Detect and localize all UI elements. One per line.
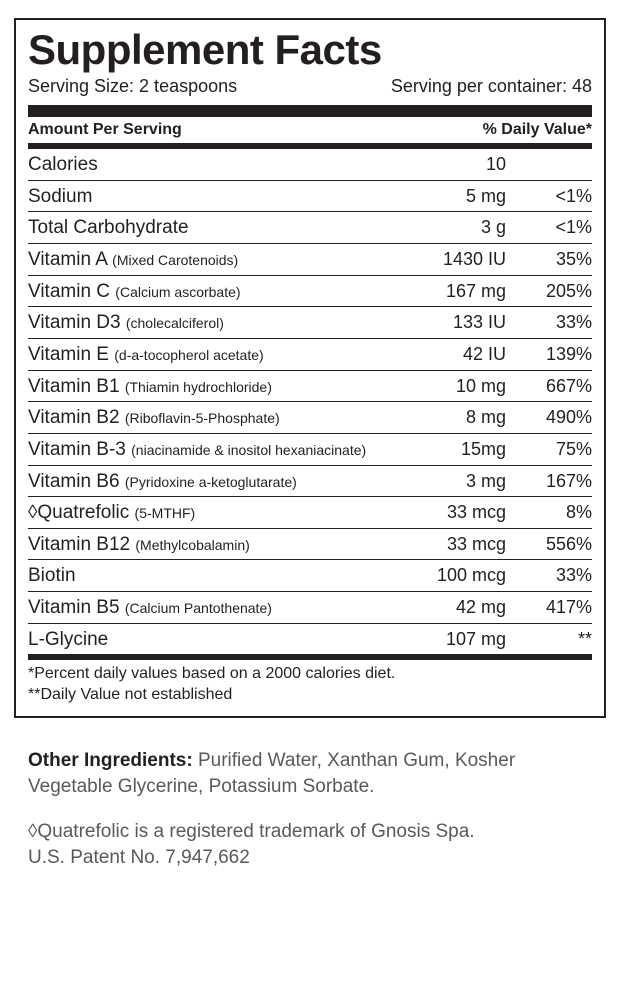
nutrient-row: Vitamin B1 (Thiamin hydrochloride)10 mg6…: [28, 370, 592, 402]
footnotes: *Percent daily values based on a 2000 ca…: [28, 660, 592, 710]
nutrient-row: Biotin100 mcg33%: [28, 559, 592, 591]
nutrient-row: Calories10: [28, 149, 592, 180]
nutrient-row: Vitamin E (d-a-tocopherol acetate)42 IU1…: [28, 338, 592, 370]
serving-size: Serving Size: 2 teaspoons: [28, 76, 237, 97]
nutrient-dv: <1%: [514, 215, 592, 239]
nutrient-dv: 417%: [514, 595, 592, 619]
nutrient-dv: 75%: [514, 437, 592, 461]
nutrient-amount: 133 IU: [404, 310, 514, 334]
nutrient-row: ◊Quatrefolic (5-MTHF)33 mcg8%: [28, 496, 592, 528]
nutrient-dv: 205%: [514, 279, 592, 303]
nutrient-row: Vitamin B-3 (niacinamide & inositol hexa…: [28, 433, 592, 465]
header-left: Amount Per Serving: [28, 121, 182, 139]
nutrient-name: Vitamin E (d-a-tocopherol acetate): [28, 342, 404, 368]
nutrient-dv: 33%: [514, 563, 592, 587]
nutrient-subtext: (Calcium ascorbate): [115, 284, 240, 300]
servings-per-container: Serving per container: 48: [391, 76, 592, 97]
nutrient-amount: 1430 IU: [404, 247, 514, 271]
nutrient-subtext: (Calcium Pantothenate): [125, 600, 272, 616]
nutrient-name: Vitamin B1 (Thiamin hydrochloride): [28, 374, 404, 400]
rule-thick-top: [28, 105, 592, 117]
nutrient-subtext: (d-a-tocopherol acetate): [114, 347, 263, 363]
nutrient-name: Calories: [28, 152, 404, 178]
nutrient-row: Vitamin B5 (Calcium Pantothenate)42 mg41…: [28, 591, 592, 623]
nutrient-rows: Calories10Sodium5 mg<1%Total Carbohydrat…: [28, 149, 592, 654]
nutrient-amount: 42 IU: [404, 342, 514, 366]
other-ingredients-label: Other Ingredients:: [28, 750, 198, 771]
nutrient-row: Vitamin B12 (Methylcobalamin)33 mcg556%: [28, 528, 592, 560]
nutrient-amount: 15mg: [404, 437, 514, 461]
header-right: % Daily Value*: [483, 121, 592, 139]
nutrient-name: Vitamin D3 (cholecalciferol): [28, 310, 404, 336]
nutrient-name: Vitamin B12 (Methylcobalamin): [28, 532, 404, 558]
nutrient-amount: 5 mg: [404, 184, 514, 208]
nutrient-amount: 10 mg: [404, 374, 514, 398]
nutrient-name: Vitamin C (Calcium ascorbate): [28, 279, 404, 305]
nutrient-amount: 100 mcg: [404, 563, 514, 587]
nutrient-subtext: (Pyridoxine a-ketoglutarate): [125, 474, 297, 490]
column-headers: Amount Per Serving % Daily Value*: [28, 117, 592, 143]
nutrient-subtext: (Thiamin hydrochloride): [125, 379, 272, 395]
nutrient-dv: **: [514, 627, 592, 651]
nutrient-row: Vitamin D3 (cholecalciferol)133 IU33%: [28, 306, 592, 338]
nutrient-subtext: (Riboflavin-5-Phosphate): [125, 410, 280, 426]
nutrient-dv: 556%: [514, 532, 592, 556]
nutrient-amount: 8 mg: [404, 405, 514, 429]
nutrient-dv: 33%: [514, 310, 592, 334]
nutrient-subtext: (cholecalciferol): [126, 315, 224, 331]
nutrient-subtext: (Methylcobalamin): [135, 537, 249, 553]
nutrient-row: Vitamin B6 (Pyridoxine a-ketoglutarate)3…: [28, 465, 592, 497]
nutrient-name: ◊Quatrefolic (5-MTHF): [28, 500, 404, 526]
trademark-note: ◊Quatrefolic is a registered trademark o…: [28, 819, 592, 870]
nutrient-amount: 3 mg: [404, 469, 514, 493]
nutrient-amount: 33 mcg: [404, 500, 514, 524]
nutrient-name: L-Glycine: [28, 627, 404, 653]
other-ingredients: Other Ingredients: Purified Water, Xanth…: [28, 748, 592, 799]
nutrient-dv: 667%: [514, 374, 592, 398]
footnote-2: **Daily Value not established: [28, 685, 592, 706]
nutrient-amount: 42 mg: [404, 595, 514, 619]
nutrient-amount: 167 mg: [404, 279, 514, 303]
panel-title: Supplement Facts: [28, 28, 592, 72]
nutrient-dv: 167%: [514, 469, 592, 493]
nutrient-row: Vitamin A (Mixed Carotenoids)1430 IU35%: [28, 243, 592, 275]
nutrient-name: Vitamin B5 (Calcium Pantothenate): [28, 595, 404, 621]
nutrient-name: Sodium: [28, 184, 404, 210]
nutrient-dv: 8%: [514, 500, 592, 524]
nutrient-amount: 10: [404, 152, 514, 176]
nutrient-row: Total Carbohydrate3 g<1%: [28, 211, 592, 243]
nutrient-dv: 490%: [514, 405, 592, 429]
nutrient-row: Sodium5 mg<1%: [28, 180, 592, 212]
nutrient-row: L-Glycine107 mg**: [28, 623, 592, 655]
nutrient-dv: 35%: [514, 247, 592, 271]
nutrient-name: Total Carbohydrate: [28, 215, 404, 241]
trademark-line-2: U.S. Patent No. 7,947,662: [28, 847, 250, 868]
below-panel: Other Ingredients: Purified Water, Xanth…: [14, 718, 606, 871]
nutrient-amount: 33 mcg: [404, 532, 514, 556]
nutrient-name: Vitamin B6 (Pyridoxine a-ketoglutarate): [28, 469, 404, 495]
nutrient-name: Biotin: [28, 563, 404, 589]
nutrient-row: Vitamin C (Calcium ascorbate)167 mg205%: [28, 275, 592, 307]
supplement-facts-panel: Supplement Facts Serving Size: 2 teaspoo…: [14, 18, 606, 718]
trademark-line-1: ◊Quatrefolic is a registered trademark o…: [28, 821, 475, 842]
nutrient-subtext: (5-MTHF): [135, 505, 196, 521]
nutrient-subtext: (niacinamide & inositol hexaniacinate): [131, 442, 366, 458]
nutrient-name: Vitamin B2 (Riboflavin-5-Phosphate): [28, 405, 404, 431]
nutrient-dv: <1%: [514, 184, 592, 208]
nutrient-amount: 107 mg: [404, 627, 514, 651]
nutrient-name: Vitamin B-3 (niacinamide & inositol hexa…: [28, 437, 404, 463]
nutrient-dv: 139%: [514, 342, 592, 366]
nutrient-row: Vitamin B2 (Riboflavin-5-Phosphate)8 mg4…: [28, 401, 592, 433]
nutrient-amount: 3 g: [404, 215, 514, 239]
nutrient-name: Vitamin A (Mixed Carotenoids): [28, 247, 404, 273]
serving-row: Serving Size: 2 teaspoons Serving per co…: [28, 76, 592, 97]
footnote-1: *Percent daily values based on a 2000 ca…: [28, 664, 592, 685]
nutrient-subtext: (Mixed Carotenoids): [112, 252, 238, 268]
